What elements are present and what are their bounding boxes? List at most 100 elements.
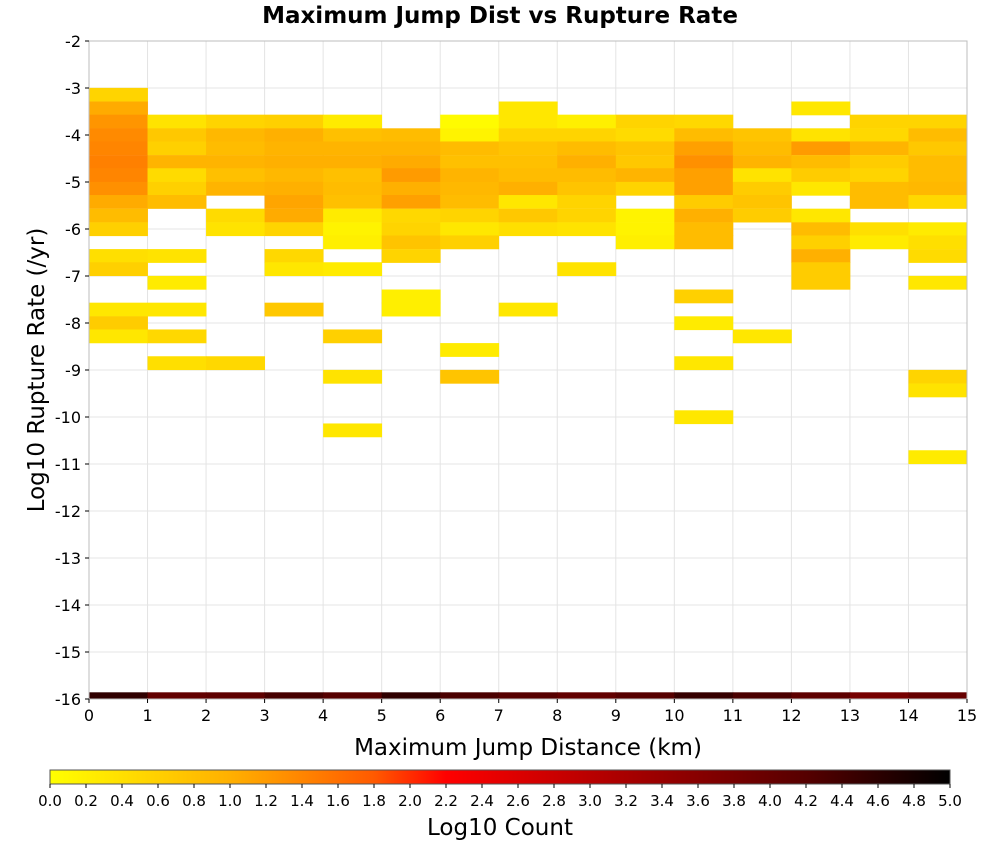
x-tick-label: 1	[142, 706, 152, 725]
y-tick-label: -3	[65, 79, 81, 98]
heatmap-cell	[89, 101, 148, 116]
x-tick-label: 9	[611, 706, 621, 725]
heatmap-cell	[908, 235, 968, 250]
heatmap-cell	[440, 141, 500, 156]
heatmap-cell	[849, 168, 909, 183]
colorbar-tick-label: 0.6	[146, 792, 170, 810]
heatmap-cell	[264, 302, 324, 317]
heatmap-cell	[89, 316, 148, 331]
heatmap-cell	[908, 168, 968, 183]
heatmap-cell	[908, 181, 968, 196]
heatmap-cell	[557, 141, 617, 156]
heatmap-cell	[264, 262, 324, 277]
heatmap-cell	[323, 235, 383, 250]
heatmap-cell	[89, 195, 148, 209]
y-tick-label: -9	[65, 361, 81, 380]
heatmap-cell	[147, 114, 207, 129]
heatmap-cell	[440, 195, 500, 209]
heatmap-cell	[264, 195, 324, 209]
y-tick-label: -8	[65, 314, 81, 333]
heatmap-cell	[732, 195, 792, 209]
colorbar-label: Log10 Count	[427, 815, 573, 841]
heatmap-cell	[674, 155, 734, 169]
y-tick-label: -2	[65, 32, 81, 51]
heatmap-cell	[908, 128, 968, 143]
heatmap-cell	[849, 155, 909, 169]
heatmap-cell	[440, 114, 500, 129]
heatmap-cell	[498, 302, 558, 317]
y-tick-label: -13	[55, 549, 81, 568]
heatmap-cell	[791, 208, 851, 223]
heatmap-cell	[498, 101, 558, 116]
heatmap-cell	[89, 329, 148, 344]
heatmap-cell	[206, 168, 265, 183]
x-tick-label: 12	[781, 706, 801, 725]
heatmap-cell	[615, 208, 675, 223]
heatmap-cell	[791, 275, 851, 290]
heatmap-cell	[381, 289, 441, 304]
heatmap-cell	[147, 329, 207, 344]
heatmap-cell	[557, 208, 617, 223]
heatmap-cell	[557, 692, 617, 700]
heatmap-cell	[440, 692, 500, 700]
heatmap-cell	[557, 195, 617, 209]
heatmap-cell	[89, 181, 148, 196]
heatmap-cell	[206, 155, 265, 169]
heatmap-cell	[206, 692, 265, 700]
heatmap-cell	[147, 195, 207, 209]
heatmap-cell	[89, 249, 148, 263]
heatmap-cell	[849, 195, 909, 209]
y-tick-label: -12	[55, 502, 81, 521]
colorbar-tick-label: 4.0	[758, 792, 782, 810]
heatmap-cell	[674, 168, 734, 183]
heatmap-cell	[147, 692, 207, 700]
heatmap-cell	[323, 329, 383, 344]
heatmap-cell	[908, 155, 968, 169]
colorbar-tick-label: 0.4	[110, 792, 134, 810]
x-axis-ticks: 0 1 2 3 4 5 6 7 8 9 10 11 12 13 14 15	[84, 699, 977, 725]
heatmap-cell	[849, 181, 909, 196]
heatmap-cell	[89, 168, 148, 183]
colorbar-tick-label: 4.4	[830, 792, 854, 810]
heatmap-cell	[908, 114, 968, 129]
heatmap-cell	[791, 168, 851, 183]
x-tick-label: 2	[201, 706, 211, 725]
heatmap-cell	[323, 141, 383, 156]
heatmap-cell	[557, 128, 617, 143]
y-tick-label: -4	[65, 126, 81, 145]
heatmap-cell	[440, 343, 500, 357]
heatmap-cell	[791, 101, 851, 116]
heatmap-cell	[323, 155, 383, 169]
heatmap-cell	[498, 195, 558, 209]
heatmap-cell	[89, 155, 148, 169]
heatmap-cell	[791, 235, 851, 250]
x-tick-label: 0	[84, 706, 94, 725]
heatmap-cell	[440, 155, 500, 169]
heatmap-cell	[791, 249, 851, 263]
heatmap-cell	[557, 114, 617, 129]
x-tick-label: 3	[260, 706, 270, 725]
y-tick-label: -10	[55, 408, 81, 427]
heatmap-cell	[732, 692, 792, 700]
x-tick-label: 6	[435, 706, 445, 725]
colorbar-tick-label: 3.4	[650, 792, 674, 810]
heatmap-cell	[849, 128, 909, 143]
heatmap-cell	[147, 302, 207, 317]
heatmap-cell	[206, 114, 265, 129]
heatmap-cell	[674, 692, 734, 700]
heatmap-cell	[264, 141, 324, 156]
y-tick-label: -16	[55, 690, 81, 709]
heatmap-cell	[791, 141, 851, 156]
colorbar-ticks: 0.0 0.2 0.4 0.6 0.8 1.0 1.2 1.4 1.6 1.8 2.0 2.2 2.4 2…	[38, 784, 962, 810]
colorbar-tick-label: 2.0	[398, 792, 422, 810]
y-tick-label: -14	[55, 596, 81, 615]
heatmap-cell	[381, 141, 441, 156]
heatmap-cell	[264, 181, 324, 196]
heatmap-cell	[908, 222, 968, 237]
heatmap-cell	[674, 316, 734, 331]
heatmap-cell	[674, 208, 734, 223]
colorbar-tick-label: 2.4	[470, 792, 494, 810]
heatmap-cell	[498, 208, 558, 223]
heatmap-cell	[498, 181, 558, 196]
